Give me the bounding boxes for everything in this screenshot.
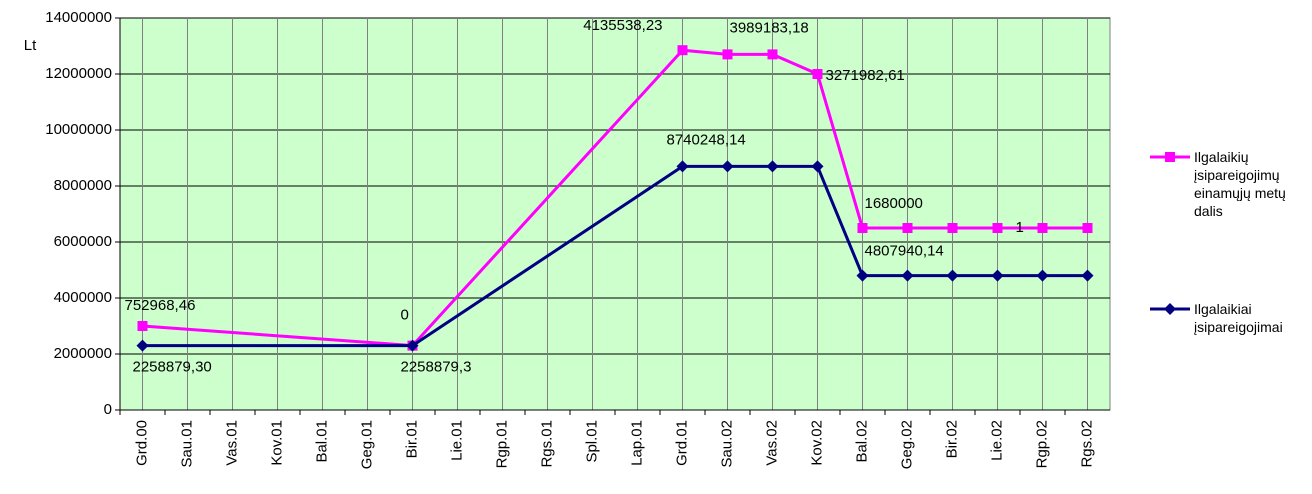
point-label: 2258879,3 xyxy=(401,359,472,376)
legend-item: Ilgalaikių įsipareigojimų einamųjų metų … xyxy=(1150,148,1300,220)
legend-marker xyxy=(1164,303,1176,315)
legend-label: Ilgalaikiai įsipareigojimai xyxy=(1194,301,1283,335)
point-marker xyxy=(1037,223,1048,233)
x-tick-label: Grd.00 xyxy=(133,420,150,466)
x-tick-label: Lie.02 xyxy=(988,420,1005,461)
x-tick-label: Bir.01 xyxy=(403,420,420,458)
legend-item: Ilgalaikiai įsipareigojimai xyxy=(1150,300,1300,336)
x-tick-label: Geg.01 xyxy=(358,420,375,469)
point-label: 0 xyxy=(401,307,409,324)
point-marker xyxy=(676,160,689,173)
x-tick-label: Grd.01 xyxy=(673,420,690,466)
point-marker xyxy=(137,321,148,331)
point-marker xyxy=(722,49,733,60)
point-label: 2258879,30 xyxy=(133,359,212,376)
point-marker xyxy=(1036,269,1049,282)
x-tick-label: Sau.01 xyxy=(178,420,195,468)
point-label: 1680000 xyxy=(865,195,923,212)
y-tick-label: 2000000 xyxy=(54,345,112,362)
x-tick-label: Spl.01 xyxy=(583,420,600,463)
legend-swatch xyxy=(1150,152,1190,162)
x-tick-label: Lap.01 xyxy=(628,420,645,466)
x-tick-label: Bal.01 xyxy=(313,420,330,463)
x-tick-label: Rgs.02 xyxy=(1078,420,1095,468)
point-marker xyxy=(857,223,868,233)
point-marker xyxy=(721,160,734,173)
x-tick-label: Bir.02 xyxy=(943,420,960,458)
y-tick-label: 10000000 xyxy=(45,121,112,138)
y-axis-label: Lt xyxy=(24,37,37,54)
x-tick-label: Vas.01 xyxy=(223,420,240,466)
point-label: 1 xyxy=(1016,219,1024,236)
y-tick-label: 12000000 xyxy=(45,65,112,82)
point-marker xyxy=(766,160,779,173)
y-tick-label: 4000000 xyxy=(54,289,112,306)
point-label: 752968,46 xyxy=(125,297,196,314)
x-tick-label: Kov.02 xyxy=(808,420,825,466)
y-tick-label: 8000000 xyxy=(54,177,112,194)
x-tick-label: Kov.01 xyxy=(268,420,285,466)
x-tick-label: Sau.02 xyxy=(718,420,735,468)
x-tick-label: Vas.02 xyxy=(763,420,780,466)
point-marker xyxy=(1081,269,1094,282)
legend-marker xyxy=(1165,152,1175,162)
point-marker xyxy=(812,69,823,79)
x-tick-label: Lie.01 xyxy=(448,420,465,461)
x-tick-label: Rgp.01 xyxy=(493,420,510,468)
series-line xyxy=(142,48,1088,348)
point-label: 4807940,14 xyxy=(865,243,944,260)
point-marker xyxy=(902,223,913,233)
y-tick-label: 0 xyxy=(104,401,112,418)
y-tick-label: 6000000 xyxy=(54,233,112,250)
y-tick-label: 14000000 xyxy=(45,9,112,26)
point-marker xyxy=(946,269,959,282)
point-marker xyxy=(856,269,869,282)
point-marker xyxy=(991,269,1004,282)
point-marker xyxy=(947,223,958,233)
series-line xyxy=(142,164,1088,348)
point-marker xyxy=(811,160,824,173)
point-marker xyxy=(992,223,1003,233)
point-marker xyxy=(901,269,914,282)
x-tick-label: Bal.02 xyxy=(853,420,870,463)
point-marker xyxy=(677,45,688,56)
point-label: 3271982,61 xyxy=(826,67,905,84)
plot-area xyxy=(119,17,1111,411)
x-tick-label: Geg.02 xyxy=(898,420,915,469)
point-marker xyxy=(767,49,778,60)
point-marker xyxy=(406,339,419,352)
point-label: 4135538,23 xyxy=(583,17,662,34)
legend-label: Ilgalaikių įsipareigojimų einamųjų metų … xyxy=(1194,149,1286,219)
point-label: 8740248,14 xyxy=(667,131,746,148)
legend-swatch xyxy=(1150,303,1190,315)
x-tick-label: Rgp.02 xyxy=(1033,420,1050,468)
point-label: 3989183,18 xyxy=(730,19,809,36)
point-marker xyxy=(136,339,149,352)
point-marker xyxy=(1082,223,1093,233)
x-tick-label: Rgs.01 xyxy=(538,420,555,468)
